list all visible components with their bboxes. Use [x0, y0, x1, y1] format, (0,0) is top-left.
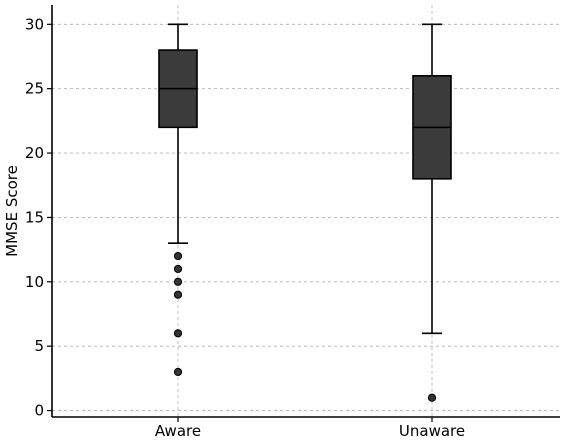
unaware-outlier-point [427, 393, 437, 402]
y-tick-label: 10 [25, 273, 44, 291]
aware-outlier-point [173, 290, 183, 299]
y-tick-label: 15 [25, 208, 44, 226]
aware-outlier-point [173, 329, 183, 338]
aware-outlier-point [173, 367, 183, 377]
aware-outlier-point [173, 264, 183, 274]
y-tick-label: 20 [25, 144, 44, 162]
aware-outlier-point [173, 251, 183, 261]
axis-layer: 0 5 10 15 20 25 30 Aware Unaware [25, 5, 560, 440]
x-tick-label-aware: Aware [155, 422, 201, 440]
x-tick-label-unaware: Unaware [399, 422, 465, 440]
box-layer [158, 23, 452, 402]
grid-layer [52, 5, 560, 417]
y-tick-label: 30 [25, 15, 44, 33]
aware-outlier-point [173, 277, 183, 286]
y-tick-label: 5 [34, 337, 44, 355]
y-axis-label: MMSE Score [3, 165, 21, 257]
y-tick-label: 0 [34, 402, 44, 420]
y-tick-label: 25 [25, 80, 44, 98]
